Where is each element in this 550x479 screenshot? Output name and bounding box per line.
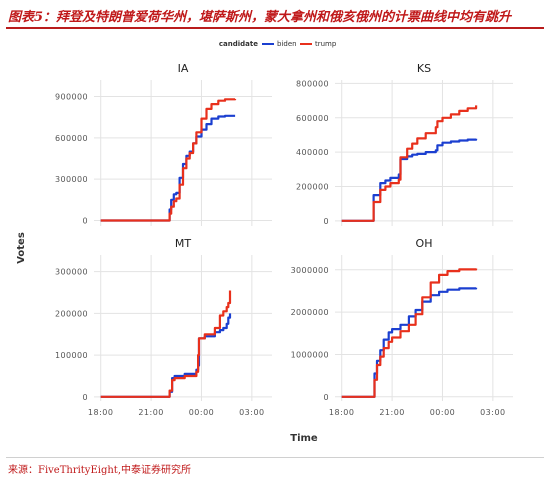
y-tick-label: 600000 xyxy=(296,114,329,123)
series-line-trump-ks xyxy=(341,105,478,222)
y-tick-label: 300000 xyxy=(55,175,88,184)
panel-background xyxy=(94,80,272,226)
x-tick-label: 21:00 xyxy=(379,408,405,417)
facet-panels: IA 0 300000 600000 900000 KS 0 200000 400000 6000… xyxy=(55,62,513,417)
panel-title: IA xyxy=(178,62,189,75)
source-note: 来源：FiveThrityEight,中泰证券研究所 xyxy=(8,465,191,476)
y-tick-label: 100000 xyxy=(55,351,88,360)
x-tick-label: 18:00 xyxy=(88,408,114,417)
series-line-biden-oh xyxy=(341,287,478,398)
series-line-biden-ks xyxy=(341,138,478,222)
y-tick-label: 400000 xyxy=(296,148,329,157)
y-tick-label: 900000 xyxy=(55,93,88,102)
y-tick-label: 1000000 xyxy=(291,350,329,359)
x-tick-label: 18:00 xyxy=(329,408,355,417)
y-tick-label: 3000000 xyxy=(291,266,329,275)
y-tick-label: 0 xyxy=(83,393,89,402)
y-tick-label: 0 xyxy=(324,217,330,226)
y-tick-label: 2000000 xyxy=(291,308,329,317)
panel-background xyxy=(335,255,513,401)
y-tick-label: 0 xyxy=(324,393,330,402)
chart-frame: candidate biden trump Votes Time IA 0 3000… xyxy=(6,30,544,456)
series-line-trump-mt xyxy=(100,290,232,398)
x-tick-label: 03:00 xyxy=(239,408,265,417)
figure-title: 图表5：拜登及特朗普爱荷华州，堪萨斯州，蒙大拿州和俄亥俄州的计票曲线中均有跳升 xyxy=(8,10,512,25)
bottom-rule xyxy=(6,457,544,458)
panel-mt: MT 18:00 21:00 00:00 03:00 0 100000 200000 30000… xyxy=(55,237,272,417)
y-axis-label: Votes xyxy=(16,232,27,264)
series-line-trump-oh xyxy=(341,268,478,398)
panel-ia: IA 0 300000 600000 900000 xyxy=(55,62,272,226)
x-tick-label: 03:00 xyxy=(480,408,506,417)
legend-label-biden: biden xyxy=(277,40,297,48)
series-line-trump-ia xyxy=(100,98,237,222)
panel-oh: OH 18:00 21:00 00:00 03:00 0 1000000 2000000 300… xyxy=(291,237,513,417)
x-axis-label: Time xyxy=(290,433,318,444)
y-tick-label: 600000 xyxy=(55,134,88,143)
x-tick-label: 21:00 xyxy=(138,408,164,417)
panel-title: KS xyxy=(417,62,431,75)
chart-svg: candidate biden trump Votes Time IA 0 3000… xyxy=(16,40,513,444)
panel-ks: KS 0 200000 400000 600000 800000 xyxy=(296,62,513,226)
y-tick-label: 800000 xyxy=(296,79,329,88)
y-tick-label: 200000 xyxy=(296,182,329,191)
panel-title: MT xyxy=(175,237,191,250)
legend: candidate biden trump xyxy=(219,40,337,48)
y-tick-label: 200000 xyxy=(55,309,88,318)
y-tick-label: 0 xyxy=(83,216,89,225)
y-tick-label: 300000 xyxy=(55,268,88,277)
panel-title: OH xyxy=(416,237,433,250)
title-rule xyxy=(6,27,544,29)
x-tick-label: 00:00 xyxy=(189,408,215,417)
x-tick-label: 00:00 xyxy=(430,408,456,417)
legend-title: candidate xyxy=(219,40,258,48)
legend-label-trump: trump xyxy=(315,40,337,48)
